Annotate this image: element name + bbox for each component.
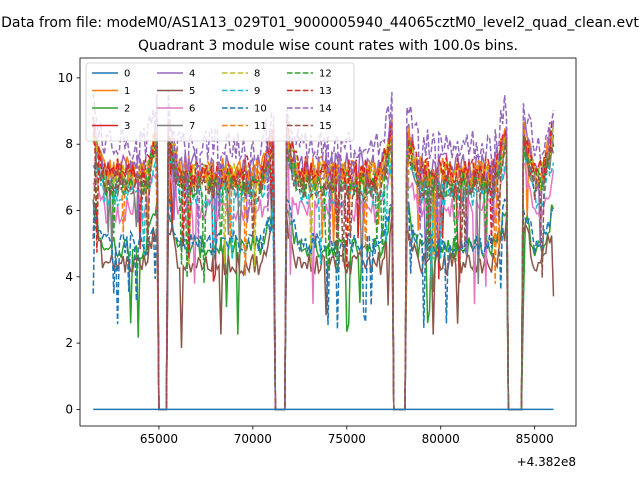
legend-label-7: 7 (189, 121, 195, 132)
y-tick-label: 6 (65, 204, 73, 218)
legend-label-4: 4 (189, 69, 195, 80)
legend-label-5: 5 (189, 86, 195, 97)
x-tick-label: 70000 (234, 432, 272, 446)
y-tick-label: 0 (65, 402, 73, 416)
legend-label-1: 1 (124, 86, 130, 97)
series-line-13 (92, 116, 554, 411)
legend-label-9: 9 (254, 86, 260, 97)
legend-label-8: 8 (254, 69, 260, 80)
legend-label-14: 14 (319, 104, 332, 115)
x-tick-label: 80000 (422, 432, 460, 446)
legend-label-13: 13 (319, 86, 332, 97)
legend-label-2: 2 (124, 104, 130, 115)
plot-frame (79, 57, 577, 427)
legend-label-10: 10 (254, 104, 267, 115)
chart-title: Quadrant 3 module wise count rates with … (138, 38, 518, 54)
series-line-5 (92, 216, 555, 411)
series-line-15 (92, 135, 555, 411)
legend-label-15: 15 (319, 121, 332, 132)
legend-label-12: 12 (319, 69, 332, 80)
x-tick-label: 85000 (516, 432, 554, 446)
legend-label-0: 0 (124, 69, 130, 80)
series-line-10 (92, 193, 555, 411)
y-tick-label: 10 (58, 71, 73, 85)
legend-label-3: 3 (124, 121, 130, 132)
legend-label-6: 6 (189, 104, 195, 115)
x-tick-label: 75000 (328, 432, 366, 446)
series-layer (92, 90, 555, 411)
y-tick-label: 2 (65, 336, 73, 350)
x-tick-label: 65000 (140, 432, 178, 446)
y-tick-label: 8 (65, 137, 73, 151)
figure-suptitle: Data from file: modeM0/AS1A13_029T01_900… (1, 15, 639, 31)
series-line-12 (92, 134, 555, 411)
x-axis-offset-label: +4.382e8 (517, 455, 576, 469)
legend-box (85, 62, 355, 142)
y-tick-label: 4 (65, 270, 73, 284)
legend-label-11: 11 (254, 121, 267, 132)
